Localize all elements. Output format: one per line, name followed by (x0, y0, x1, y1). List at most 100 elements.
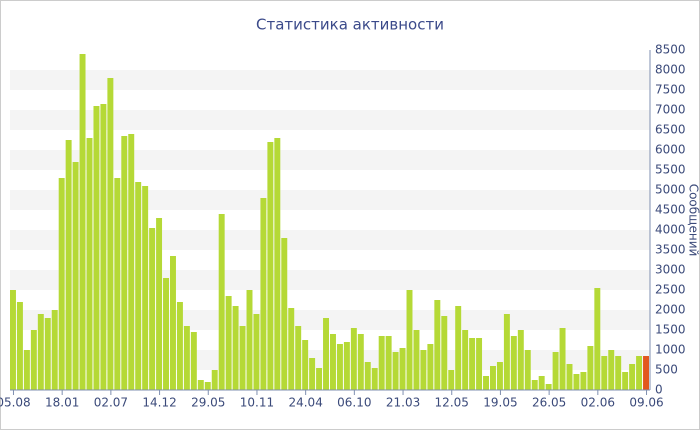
bar (142, 186, 149, 390)
bar (503, 314, 510, 390)
grid-band (10, 70, 650, 90)
bar (79, 54, 86, 390)
bar (218, 214, 225, 390)
y-tick-label: 3500 (655, 243, 686, 257)
bar (615, 356, 622, 390)
bar (469, 338, 476, 390)
bar (434, 300, 441, 390)
bar (316, 368, 323, 390)
bar (552, 352, 559, 390)
y-tick-label: 1000 (655, 343, 686, 357)
bar (580, 372, 587, 390)
bar (51, 310, 58, 390)
bar (496, 362, 503, 390)
x-tick-label: 02.06 (581, 396, 615, 410)
bar (114, 178, 121, 390)
y-tick-label: 3000 (655, 263, 686, 277)
x-tick-label: 10.11 (240, 396, 274, 410)
bar (30, 330, 37, 390)
x-tick-label: 29.05 (191, 396, 225, 410)
y-tick-label: 500 (655, 363, 678, 377)
y-tick-label: 6500 (655, 123, 686, 137)
y-tick-label: 5500 (655, 163, 686, 177)
y-tick-label: 0 (655, 383, 663, 397)
y-axis-title: Сообщений (687, 184, 700, 257)
bar (37, 314, 44, 390)
bar (538, 376, 545, 390)
bar (232, 306, 239, 390)
bar (23, 350, 30, 390)
bar (309, 358, 316, 390)
y-tick-label: 8000 (655, 63, 686, 77)
bar (135, 182, 142, 390)
bar (524, 350, 531, 390)
bar (58, 178, 65, 390)
bar (253, 314, 260, 390)
bar (517, 330, 524, 390)
bar (545, 384, 552, 390)
bar (566, 364, 573, 390)
bar (10, 290, 16, 390)
bar (267, 142, 274, 390)
x-tick-label: 18.01 (45, 396, 79, 410)
bar (260, 198, 267, 390)
bar (357, 334, 364, 390)
bar (197, 380, 204, 390)
bar (441, 316, 448, 390)
bar (330, 334, 336, 390)
bar (622, 372, 629, 390)
x-tick-label: 19.05 (483, 396, 517, 410)
y-tick-label: 2000 (655, 303, 686, 317)
bar (643, 356, 649, 390)
bar (462, 330, 469, 390)
bar (121, 136, 128, 390)
bar (587, 346, 594, 390)
bar (190, 332, 197, 390)
chart-title: Статистика активности (256, 16, 444, 34)
bar (399, 348, 406, 390)
bar (281, 238, 288, 390)
bar (510, 336, 517, 390)
x-tick-label: 12.05 (435, 396, 469, 410)
y-tick-label: 7500 (655, 83, 686, 97)
bar (156, 218, 163, 390)
bar (392, 352, 399, 390)
y-tick-label: 2500 (655, 283, 686, 297)
x-tick-label: 09.06 (629, 396, 663, 410)
bar (559, 328, 566, 390)
bar (72, 162, 79, 390)
bar (100, 104, 107, 390)
y-tick-label: 8500 (655, 43, 686, 57)
bar (128, 134, 135, 390)
bar (16, 302, 23, 390)
bar (601, 356, 608, 390)
bar (302, 340, 309, 390)
bar (204, 382, 211, 390)
bar (211, 370, 218, 390)
bar (163, 278, 169, 390)
bar (378, 336, 385, 390)
y-tick-label: 7000 (655, 103, 686, 117)
bar (93, 106, 100, 390)
bar (288, 308, 295, 390)
grid-band (10, 190, 650, 210)
x-tick-label: 26.05 (532, 396, 566, 410)
bar (448, 370, 455, 390)
bar (323, 318, 329, 390)
bar (225, 296, 232, 390)
bar (343, 342, 350, 390)
bar (183, 326, 190, 390)
bar (107, 78, 114, 390)
bar (295, 326, 302, 390)
bar (490, 366, 496, 390)
bar (636, 356, 643, 390)
x-tick-label: 02.07 (94, 396, 128, 410)
bar (476, 338, 483, 390)
bar (176, 302, 183, 390)
x-tick-label: 06.10 (337, 396, 371, 410)
y-tick-label: 1500 (655, 323, 686, 337)
bar (385, 336, 392, 390)
bar (594, 288, 601, 390)
bar (336, 344, 343, 390)
